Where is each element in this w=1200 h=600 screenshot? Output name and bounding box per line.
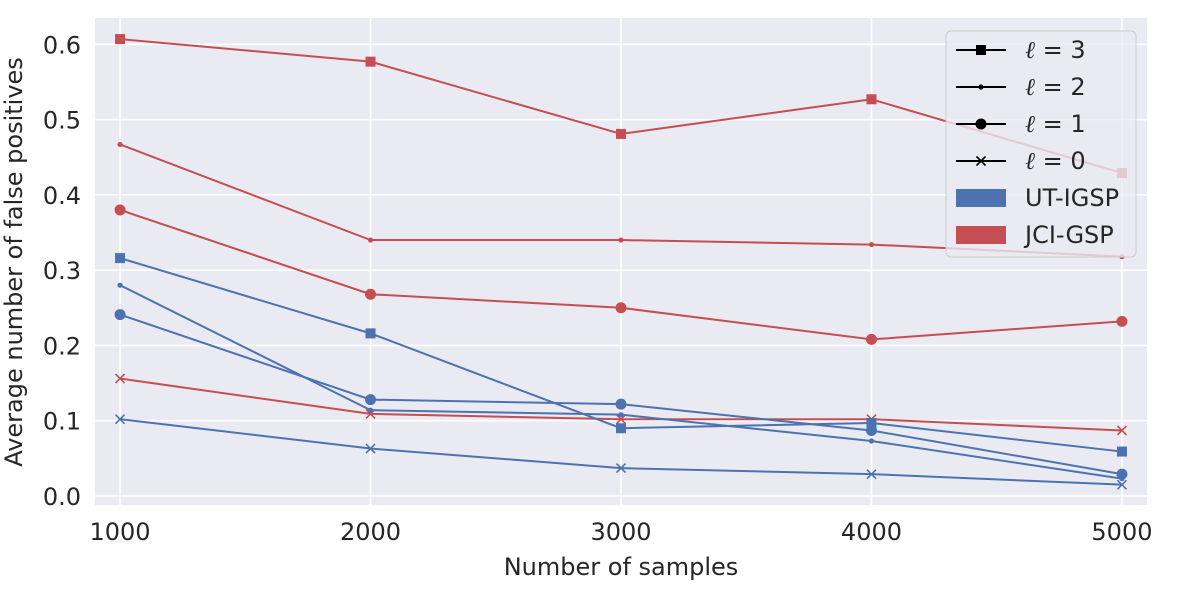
data-point-point — [618, 237, 624, 243]
data-point-x — [615, 414, 627, 425]
y-tick-label: 0.2 — [43, 332, 81, 360]
data-point-point — [618, 412, 624, 418]
data-point-circle — [615, 398, 627, 410]
legend-item: ℓ = 1 — [956, 110, 1086, 138]
data-point-circle — [114, 204, 126, 216]
y-tick-label: 0.5 — [43, 107, 81, 135]
data-point-point — [117, 282, 123, 288]
legend-label: ℓ = 3 — [1025, 36, 1086, 64]
legend-label: JCI-GSP — [1023, 221, 1114, 249]
data-point-point — [367, 237, 374, 243]
data-point-x — [1116, 425, 1128, 436]
data-point-point — [367, 407, 374, 413]
data-point-square — [115, 253, 126, 264]
x-tick-label: 4000 — [841, 518, 902, 546]
data-point-circle — [865, 424, 877, 436]
legend-patch — [956, 226, 1006, 244]
legend-marker-x — [975, 155, 987, 167]
x-axis-label: Number of samples — [504, 553, 739, 581]
legend-label: ℓ = 0 — [1025, 147, 1086, 175]
data-point-square — [115, 34, 126, 45]
data-point-point — [117, 141, 123, 148]
data-point-point — [868, 438, 875, 444]
y-tick-label: 0.4 — [43, 182, 81, 210]
x-tick-label: 3000 — [590, 518, 651, 546]
x-tick-label: 2000 — [340, 518, 401, 546]
legend-item: ℓ = 2 — [956, 73, 1086, 101]
data-point-square — [866, 417, 877, 428]
legend-label: UT-IGSP — [1025, 184, 1119, 212]
y-tick-label: 0.6 — [43, 31, 81, 59]
data-point-x — [1116, 479, 1128, 490]
data-point-square — [1116, 446, 1127, 457]
data-point-point — [868, 241, 875, 248]
data-point-x — [866, 469, 877, 480]
data-point-circle — [1116, 468, 1128, 480]
data-point-circle — [365, 394, 377, 406]
y-axis-label: Average number of false positives — [0, 57, 28, 467]
x-tick-labels: 1000 2000 3000 4000 5000 — [90, 518, 1153, 546]
y-tick-label: 0.0 — [43, 483, 81, 511]
data-point-square — [365, 328, 376, 339]
y-tick-label: 0.1 — [43, 408, 81, 436]
legend-marker-circle — [975, 118, 987, 130]
legend: ℓ = 3 ℓ = 2 ℓ = 1 ℓ = 0 UT-IGSP JCI-GSP — [945, 30, 1137, 258]
data-point-x — [114, 414, 126, 425]
series-jci-gsp-l1 — [114, 204, 1128, 345]
data-point-circle — [615, 302, 627, 314]
legend-item: JCI-GSP — [956, 221, 1114, 249]
legend-patch — [956, 189, 1006, 207]
data-point-x — [365, 443, 376, 454]
x-tick-label: 1000 — [90, 518, 151, 546]
legend-item: ℓ = 0 — [956, 147, 1086, 175]
legend-label: ℓ = 2 — [1025, 73, 1086, 101]
data-point-square — [616, 423, 626, 434]
data-point-x — [114, 373, 126, 384]
series-ut-igsp-l1 — [114, 309, 1128, 480]
data-point-circle — [865, 333, 877, 345]
data-point-square — [365, 56, 376, 67]
data-point-square — [616, 128, 626, 139]
data-point-circle — [365, 288, 377, 300]
legend-item: ℓ = 3 — [956, 36, 1086, 64]
series-ut-igsp-l3 — [115, 253, 1127, 457]
series-ut-igsp-l0 — [114, 414, 1128, 490]
y-tick-labels: 0.0 0.1 0.2 0.3 0.4 0.5 0.6 — [43, 31, 81, 511]
legend-label: ℓ = 1 — [1025, 110, 1086, 138]
x-tick-label: 5000 — [1091, 518, 1152, 546]
data-point-circle — [1116, 315, 1128, 327]
data-point-square — [866, 94, 877, 105]
legend-item: UT-IGSP — [956, 184, 1119, 212]
legend-marker-square — [976, 45, 986, 55]
data-point-x — [615, 463, 627, 474]
y-tick-label: 0.3 — [43, 257, 81, 285]
legend-marker-point — [978, 84, 984, 90]
data-point-circle — [114, 309, 126, 321]
